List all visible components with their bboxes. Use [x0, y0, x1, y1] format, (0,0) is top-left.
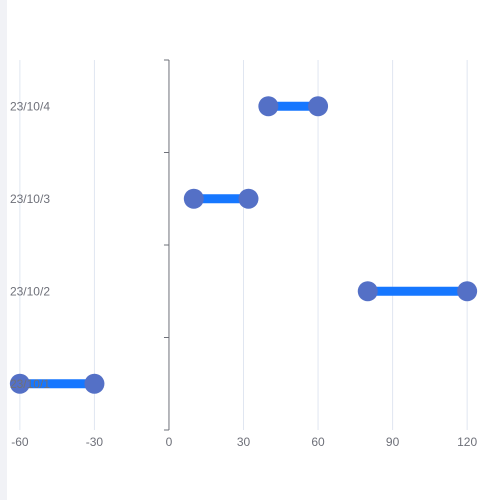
x-tick-label--60: -60 [11, 435, 29, 449]
range-start-dot-0 [9, 373, 30, 394]
tick-labels: -60 -30 0 30 60 90 120 23/10/1 23/10/2 23/10/3 23/… [10, 99, 478, 449]
x-tick-label-120: 120 [457, 435, 477, 449]
x-tick-label--30: -30 [86, 435, 104, 449]
x-tick-label-30: 30 [237, 435, 251, 449]
left-edge-strip [0, 0, 7, 500]
range-end-dot-1 [457, 281, 478, 302]
grid-lines [19, 60, 468, 430]
y-tick-label-3: 23/10/4 [10, 99, 50, 113]
range-start-dot-2 [183, 188, 204, 209]
axes [163, 59, 170, 431]
y-tick-label-1: 23/10/2 [10, 284, 50, 298]
range-end-dot-2 [238, 188, 259, 209]
range-start-dot-3 [258, 96, 279, 117]
range-end-dot-0 [84, 373, 105, 394]
range-dots [9, 96, 478, 394]
x-tick-label-90: 90 [386, 435, 400, 449]
range-start-dot-1 [357, 281, 378, 302]
y-tick-label-0: 23/10/1 [10, 377, 50, 391]
range-end-dot-3 [308, 96, 329, 117]
x-tick-label-60: 60 [311, 435, 325, 449]
y-tick-label-2: 23/10/3 [10, 192, 50, 206]
x-tick-label-0: 0 [166, 435, 173, 449]
